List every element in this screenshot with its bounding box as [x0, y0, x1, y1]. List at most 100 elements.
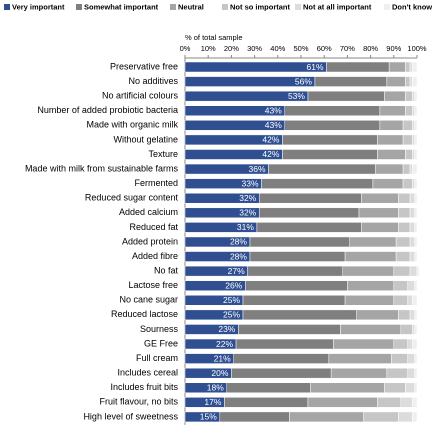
bar-segment [258, 192, 362, 204]
bar-segment [412, 397, 418, 408]
bar-segment [400, 324, 413, 335]
bar-segment [409, 192, 415, 204]
bar-segment [412, 105, 415, 116]
category-label: Added fibre [132, 251, 178, 261]
bar-segment [314, 76, 388, 87]
bar-segment [405, 382, 415, 394]
bar-segment [224, 397, 309, 408]
value-label: 43% [265, 105, 282, 115]
bar-segment [409, 207, 415, 219]
bar-segment [333, 338, 395, 350]
bar-segment [412, 149, 415, 160]
bar-segment [393, 338, 408, 350]
value-label: 27% [228, 266, 245, 276]
value-label: 56% [295, 76, 312, 86]
value-label: 22% [216, 339, 233, 349]
category-label: Reduced lactose [111, 309, 178, 319]
bar-segment [231, 367, 332, 379]
bar-segment [249, 251, 346, 262]
bar-segment [409, 236, 415, 248]
bar-segment [307, 90, 385, 102]
bar-segment [356, 309, 399, 321]
bar-segment [398, 192, 411, 204]
category-label: No artificial colours [102, 91, 179, 101]
bar-segment [242, 295, 346, 306]
bar-segment [414, 280, 418, 291]
bar-segment [412, 338, 418, 350]
bar-segment [400, 397, 413, 408]
bar-segment [402, 120, 413, 131]
bar-segment [414, 324, 418, 335]
bar-segment [414, 353, 418, 364]
bar-segment [219, 411, 290, 423]
bar-segment [409, 265, 418, 277]
legend-label: Somewhat important [84, 2, 159, 11]
x-tick-label: 40% [270, 44, 285, 53]
value-label: 26% [225, 280, 242, 290]
bar-segment [358, 207, 399, 219]
value-label: 42% [262, 135, 279, 145]
bar-segment [377, 134, 404, 146]
category-label: Preservative free [110, 61, 178, 71]
value-label: 23% [218, 324, 235, 334]
bar-segment [226, 382, 311, 394]
bar-segment [374, 163, 404, 175]
x-tick-label: 70% [340, 44, 355, 53]
x-tick-label: 30% [247, 44, 262, 53]
bar-segment [349, 236, 397, 248]
category-label: No cane sugar [119, 295, 178, 305]
bar-segment [347, 280, 395, 291]
category-label: Fermented [134, 178, 178, 188]
bar-segment [398, 207, 411, 219]
bar-segment [393, 280, 408, 291]
category-label: Number of added probiotic bacteria [37, 105, 178, 115]
bar-segment [407, 338, 413, 350]
value-label: 25% [223, 295, 240, 305]
value-label: 43% [265, 120, 282, 130]
bar-segment [409, 251, 415, 262]
category-label: Reduced sugar content [85, 193, 179, 203]
bar-segment [405, 76, 411, 87]
legend-swatch [4, 4, 10, 10]
bar-segment [245, 280, 348, 291]
category-label: Without gelatine [113, 134, 178, 144]
bar-segment [412, 76, 418, 87]
legend-swatch [76, 4, 82, 10]
value-label: 17% [204, 397, 221, 407]
bar-segment [407, 295, 413, 306]
value-label: 28% [230, 237, 247, 247]
bar-segment [242, 309, 357, 321]
bar-segment [409, 76, 413, 87]
legend-swatch [384, 4, 390, 10]
category-label: Made with organic milk [86, 120, 178, 130]
category-label: Made with milk from sustainable farms [25, 163, 179, 173]
legend-label: Neutral [178, 2, 204, 11]
bar-segment [261, 178, 374, 189]
bar-segment [386, 76, 406, 87]
x-tick-label: 80% [363, 44, 378, 53]
bar-segment [247, 265, 344, 277]
bar-segment [258, 207, 360, 219]
category-label: No additives [128, 76, 178, 86]
bar-segment [233, 353, 330, 364]
bar-segment [409, 222, 415, 233]
x-tick-label: 100% [407, 44, 427, 53]
category-label: No fat [154, 265, 179, 275]
category-label: Added protein [122, 236, 178, 246]
bar-segment [238, 324, 341, 335]
legend-label: Don't know [392, 2, 432, 11]
legend-label: Very important [12, 2, 65, 11]
bar-segment [416, 265, 420, 277]
bar-segment [377, 149, 406, 160]
bar-segment [414, 90, 418, 102]
bar-segment [412, 120, 415, 131]
bar-segment [326, 61, 390, 73]
bar-segment [377, 397, 402, 408]
value-label: 36% [249, 164, 266, 174]
bar-segment [395, 251, 411, 262]
bar-segment [249, 236, 350, 248]
bar-segment [398, 309, 411, 321]
bar-segment [388, 61, 406, 73]
value-label: 20% [211, 368, 228, 378]
